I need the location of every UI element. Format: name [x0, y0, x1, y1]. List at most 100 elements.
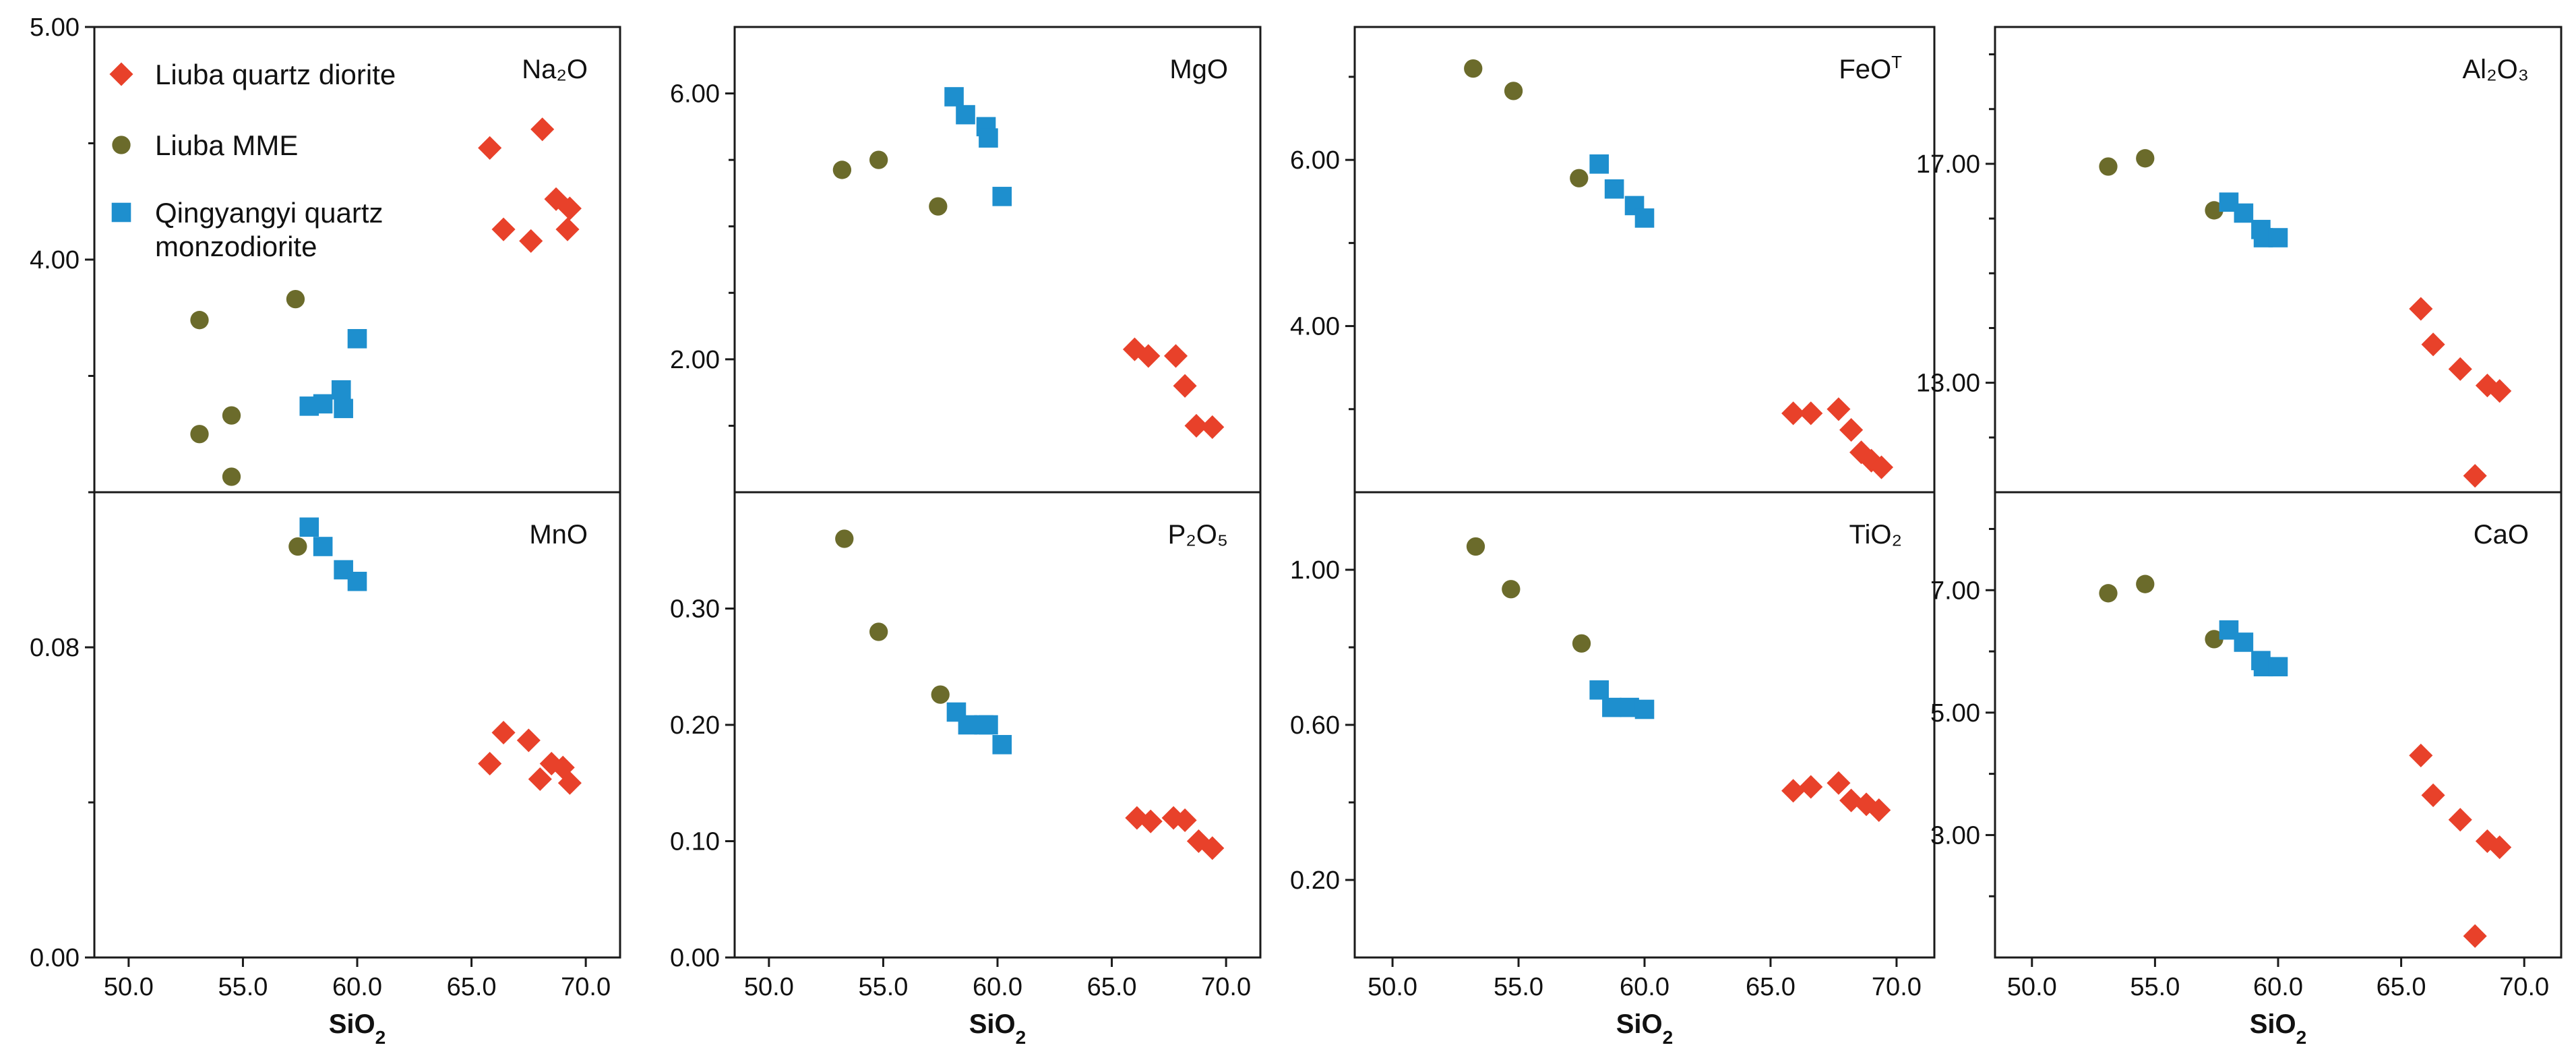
liuba-quartz-diorite-point-0 — [1122, 337, 1147, 361]
liuba-mme-point-2 — [2205, 201, 2224, 220]
qingyangyi-quartz-monzodiorite-point-4 — [2268, 657, 2288, 677]
liuba-quartz-diorite-point-2 — [519, 229, 543, 253]
y-tick-label: 0.00 — [30, 944, 80, 972]
x-tick-label: 70.0 — [561, 973, 611, 1001]
panel-frame — [1994, 26, 2563, 494]
series-liuba-quartz-diorite — [478, 117, 582, 253]
liuba-quartz-diorite-point-0 — [1781, 401, 1806, 425]
liuba-quartz-diorite-point-2 — [1827, 771, 1851, 795]
liuba-quartz-diorite-point-4 — [539, 751, 563, 776]
legend-liuba-quartz-diorite-point-0 — [109, 62, 133, 86]
panel-p2o5-5: 0.00 0.10 0.20 0.30 50.0 55.0 60.0 65.0 70.0 SiO2… — [670, 491, 1262, 1048]
liuba-quartz-diorite-point-4 — [544, 187, 568, 211]
liuba-quartz-diorite-point-3 — [2463, 464, 2487, 488]
liuba-mme-point-2 — [1572, 634, 1591, 653]
series-qingyangyi-quartz-monzodiorite — [946, 702, 1012, 755]
panel-mgo-1: 2.00 6.00 MgO — [670, 26, 1262, 494]
liuba-mme-point-0 — [2099, 157, 2118, 176]
legend-liuba-mme-point-0 — [112, 136, 131, 154]
liuba-quartz-diorite-point-2 — [1163, 344, 1188, 368]
liuba-quartz-diorite-point-2 — [516, 728, 541, 753]
x-tick-label: 55.0 — [858, 973, 908, 1001]
series-qingyangyi-quartz-monzodiorite — [299, 517, 367, 591]
panel-cao-7: 3.00 5.00 7.00 50.0 55.0 60.0 65.0 70.0 SiO2 CaO — [1930, 491, 2563, 1048]
x-tick-label: 65.0 — [2376, 973, 2426, 1001]
qingyangyi-quartz-monzodiorite-point-3 — [979, 715, 998, 735]
series-liuba-mme — [1464, 59, 1589, 187]
liuba-quartz-diorite-point-6 — [1869, 455, 1894, 479]
series-liuba-quartz-diorite — [2409, 743, 2512, 948]
y-tick-label: 0.20 — [670, 711, 720, 740]
liuba-quartz-diorite-point-0 — [2409, 743, 2433, 767]
liuba-quartz-diorite-point-6 — [557, 771, 582, 795]
y-tick-label: 5.00 — [1930, 699, 1980, 728]
liuba-quartz-diorite-point-4 — [2475, 374, 2499, 398]
liuba-mme-point-1 — [222, 406, 241, 425]
series-qingyangyi-quartz-monzodiorite — [944, 87, 1012, 206]
panel-frame — [733, 26, 1262, 494]
liuba-mme-point-2 — [1570, 169, 1589, 187]
qingyangyi-quartz-monzodiorite-point-4 — [2268, 228, 2288, 247]
series-qingyangyi-quartz-monzodiorite — [1589, 154, 1655, 228]
series-liuba-mme — [190, 425, 307, 556]
qingyangyi-quartz-monzodiorite-point-1 — [956, 105, 975, 125]
panel-mno-4: 0.00 0.08 50.0 55.0 60.0 65.0 70.0 SiO2 MnO — [30, 425, 621, 1048]
qingyangyi-quartz-monzodiorite-point-1 — [2234, 203, 2254, 223]
liuba-quartz-diorite-point-5 — [2488, 379, 2512, 403]
y-tick-label: 0.00 — [670, 944, 720, 972]
qingyangyi-quartz-monzodiorite-point-1 — [1602, 697, 1622, 717]
series-liuba-quartz-diorite — [1781, 397, 1894, 479]
legend-label-qingyangyi-quartz-monzodiorite: Qingyangyi quartz monzodiorite — [155, 197, 384, 262]
panel-tio2-6: 0.20 0.60 1.00 50.0 55.0 60.0 65.0 70.0 SiO2 TiO₂ — [1290, 491, 1936, 1048]
liuba-mme-point-2 — [288, 537, 307, 556]
qingyangyi-quartz-monzodiorite-point-0 — [944, 87, 964, 107]
qingyangyi-quartz-monzodiorite-point-3 — [1634, 208, 1655, 228]
liuba-mme-point-2 — [929, 197, 948, 216]
y-tick-label: 2.00 — [670, 346, 720, 374]
x-tick-label: 50.0 — [104, 973, 154, 1001]
liuba-quartz-diorite-point-3 — [1839, 788, 1864, 813]
panel-label: MnO — [529, 520, 588, 550]
panel-label: CaO — [2474, 520, 2529, 550]
series-qingyangyi-quartz-monzodiorite — [2219, 192, 2288, 247]
series-liuba-mme — [2099, 574, 2224, 649]
liuba-mme-point-1 — [222, 467, 241, 486]
y-tick-label: 0.60 — [1290, 711, 1340, 740]
liuba-mme-point-0 — [832, 160, 852, 179]
y-tick-label: 0.08 — [30, 634, 80, 662]
liuba-quartz-diorite-point-3 — [1839, 418, 1864, 442]
liuba-quartz-diorite-point-1 — [1799, 775, 1823, 799]
liuba-quartz-diorite-point-0 — [478, 136, 502, 160]
y-tick-label: 17.00 — [1916, 150, 1980, 179]
liuba-quartz-diorite-point-5 — [2488, 835, 2512, 860]
liuba-quartz-diorite-point-2 — [1827, 397, 1851, 421]
liuba-mme-point-1 — [2136, 574, 2155, 593]
series-liuba-quartz-diorite — [1781, 771, 1891, 823]
liuba-mme-point-2 — [286, 290, 305, 309]
qingyangyi-quartz-monzodiorite-point-3 — [979, 128, 998, 148]
y-tick-label: 5.00 — [30, 13, 80, 42]
liuba-mme-point-0 — [190, 311, 209, 330]
liuba-quartz-diorite-point-5 — [1859, 448, 1884, 473]
series-liuba-quartz-diorite — [2409, 297, 2512, 488]
series-liuba-quartz-diorite — [1125, 806, 1225, 860]
x-axis-label: SiO2 — [2250, 1009, 2306, 1048]
series-liuba-mme — [2099, 149, 2224, 220]
x-tick-label: 55.0 — [1494, 973, 1543, 1001]
panel-label: Al₂O₃ — [2463, 55, 2529, 84]
liuba-quartz-diorite-point-1 — [1138, 809, 1163, 833]
series-liuba-mme — [832, 150, 948, 216]
qingyangyi-quartz-monzodiorite-point-1 — [2234, 632, 2254, 652]
liuba-quartz-diorite-point-0 — [1781, 779, 1806, 803]
liuba-quartz-diorite-point-5 — [555, 217, 580, 241]
legend: Liuba quartz diorite Liuba MME Qingyangyi … — [109, 59, 396, 262]
liuba-mme-point-1 — [1502, 580, 1521, 599]
y-tick-label: 6.00 — [670, 80, 720, 109]
liuba-quartz-diorite-point-6 — [557, 196, 582, 220]
qingyangyi-quartz-monzodiorite-point-1 — [313, 394, 333, 414]
y-tick-label: 4.00 — [30, 246, 80, 274]
liuba-quartz-diorite-point-1 — [2421, 332, 2445, 357]
panel-al2o3-3: 13.00 17.00 Al₂O₃ — [1916, 26, 2563, 494]
series-liuba-quartz-diorite — [478, 720, 582, 795]
